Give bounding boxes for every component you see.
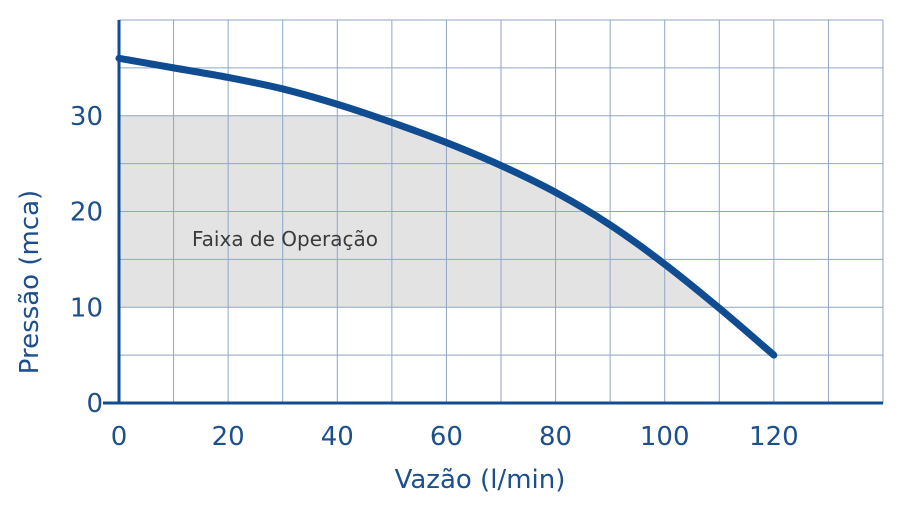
x-tick-label: 40 [321,422,354,452]
x-tick-label: 20 [212,422,245,452]
y-tick-label: 20 [70,198,103,228]
x-tick-label: 120 [749,422,799,452]
x-tick-label: 80 [539,422,572,452]
curve-layer [115,54,778,359]
x-tick-label: 60 [430,422,463,452]
y-axis-title: Pressão (mca) [15,190,45,374]
y-tick-label: 0 [86,389,103,419]
axis-layer: 0 20 40 60 80 100 120 0 10 20 30 [70,20,883,452]
y-tick-label: 10 [70,293,103,323]
x-axis-title: Vazão (l/min) [395,465,566,495]
label-layer: Faixa de Operação [192,227,378,251]
pump-curve-line [115,54,778,359]
y-tick-label: 30 [70,102,103,132]
x-tick-label: 100 [640,422,690,452]
grid-layer [118,19,884,403]
operating-region-label: Faixa de Operação [192,227,378,251]
x-tick-label: 0 [111,422,128,452]
